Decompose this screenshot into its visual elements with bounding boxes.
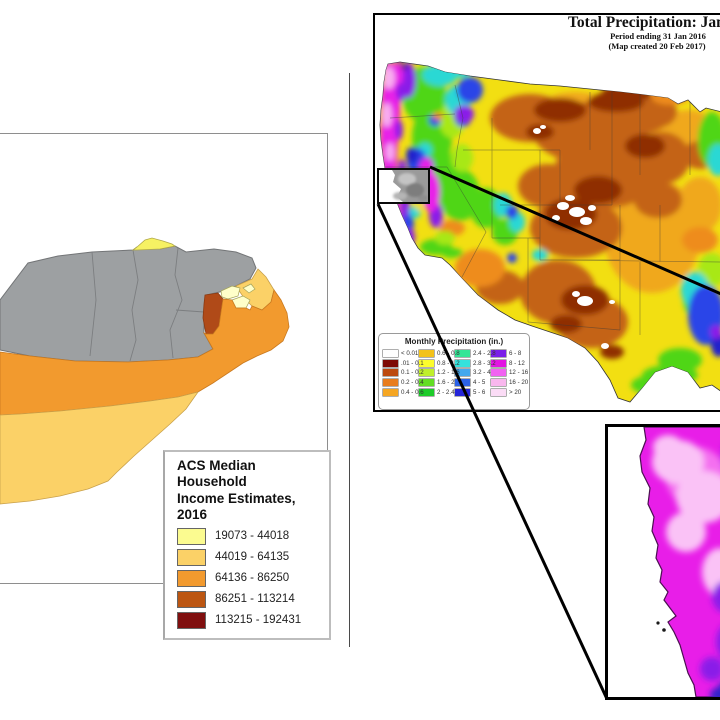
precip-swatch-18 bbox=[491, 369, 506, 377]
income-legend-row: 113215 - 192431 bbox=[177, 611, 325, 629]
income-swatch-3 bbox=[177, 569, 206, 587]
county-subdivision-lines bbox=[89, 247, 205, 362]
precip-label-14: 4 - 5 bbox=[473, 379, 486, 386]
income-swatch-2 bbox=[177, 548, 206, 566]
income-label-4: 86251 - 113214 bbox=[215, 593, 295, 606]
precip-swatch-15 bbox=[455, 388, 470, 396]
precip-swatch-6 bbox=[419, 350, 434, 358]
selection-box-grayscale-map bbox=[392, 170, 428, 202]
precip-label-8: 1.2 - 1.6 bbox=[437, 369, 460, 377]
great-lakes-notch bbox=[675, 86, 720, 106]
income-legend-title-line2: Income Estimates, 2016 bbox=[177, 490, 296, 523]
precipitation-legend-grid: < 0.01 .01 - 0.1 0.1 - 0.2 0.2 - 0.4 0.4… bbox=[383, 349, 529, 397]
precip-label-5: 0.4 - 0.6 bbox=[401, 388, 424, 396]
precip-label-20: > 20 bbox=[509, 388, 522, 396]
precip-label-17: 8 - 12 bbox=[509, 360, 525, 367]
income-legend-row: 44019 - 64135 bbox=[177, 548, 325, 566]
norcal-inset-map bbox=[639, 427, 720, 697]
income-legend: ACS Median Household Income Estimates, 2… bbox=[163, 450, 331, 640]
income-label-3: 64136 - 86250 bbox=[215, 572, 290, 585]
precip-label-3: 0.1 - 0.2 bbox=[401, 369, 424, 377]
panel-divider-line bbox=[349, 73, 350, 647]
precip-swatch-4 bbox=[383, 379, 398, 387]
income-legend-row: 64136 - 86250 bbox=[177, 569, 325, 587]
income-legend-row: 86251 - 113214 bbox=[177, 590, 325, 608]
precip-label-1: < 0.01 bbox=[401, 350, 419, 358]
precip-label-2: .01 - 0.1 bbox=[401, 360, 424, 367]
precip-swatch-2 bbox=[383, 359, 398, 367]
precip-label-18: 12 - 16 bbox=[509, 369, 529, 377]
precip-swatch-3 bbox=[383, 369, 398, 377]
region-class1 bbox=[131, 237, 177, 251]
precip-label-10: 2 - 2.4 bbox=[437, 388, 455, 396]
precip-swatch-1 bbox=[383, 350, 398, 358]
income-choropleth-map bbox=[0, 237, 290, 505]
precip-label-9: 1.6 - 2 bbox=[437, 379, 455, 386]
income-label-1: 19073 - 44018 bbox=[215, 530, 290, 543]
precipitation-map-subtitle2: (Map created 20 Feb 2017) bbox=[608, 41, 706, 51]
offshore-island-speck bbox=[662, 628, 666, 632]
precip-label-12: 2.8 - 3.2 bbox=[473, 360, 496, 367]
income-swatch-4 bbox=[177, 590, 206, 608]
precip-label-6: 0.6 - 0.8 bbox=[437, 350, 460, 358]
precip-swatch-14 bbox=[455, 379, 470, 387]
income-swatch-5 bbox=[177, 611, 206, 629]
precip-label-19: 16 - 20 bbox=[509, 379, 529, 386]
precipitation-map-subtitle1: Period ending 31 Jan 2016 bbox=[610, 31, 706, 41]
income-label-2: 44019 - 64135 bbox=[215, 551, 290, 564]
precip-label-13: 3.2 - 4 bbox=[473, 369, 491, 377]
inset-selection-box bbox=[377, 168, 430, 204]
income-label-5: 113215 - 192431 bbox=[215, 614, 302, 627]
precip-swatch-5 bbox=[383, 388, 398, 396]
precip-label-15: 5 - 6 bbox=[473, 388, 486, 396]
income-legend-row: 19073 - 44018 bbox=[177, 527, 325, 545]
precip-label-4: 0.2 - 0.4 bbox=[401, 379, 424, 386]
precip-label-11: 2.4 - 2.8 bbox=[473, 350, 496, 358]
precipitation-legend-title: Monthly Precipitation (in.) bbox=[404, 337, 504, 346]
precip-label-16: 6 - 8 bbox=[509, 350, 522, 358]
precip-swatch-20 bbox=[491, 388, 506, 396]
offshore-island-speck bbox=[656, 621, 660, 625]
income-legend-title-line1: ACS Median Household bbox=[177, 458, 256, 490]
precip-label-7: 0.8 - 1.2 bbox=[437, 360, 460, 367]
region-class2-south bbox=[0, 391, 199, 505]
income-swatch-1 bbox=[177, 527, 206, 545]
precipitation-legend: Monthly Precipitation (in.) < 0.01 .01 -… bbox=[378, 333, 530, 410]
precip-swatch-19 bbox=[491, 379, 506, 387]
norcal-zoom-inset bbox=[605, 424, 720, 700]
precipitation-map-title: Total Precipitation: January 2016 bbox=[568, 14, 720, 31]
